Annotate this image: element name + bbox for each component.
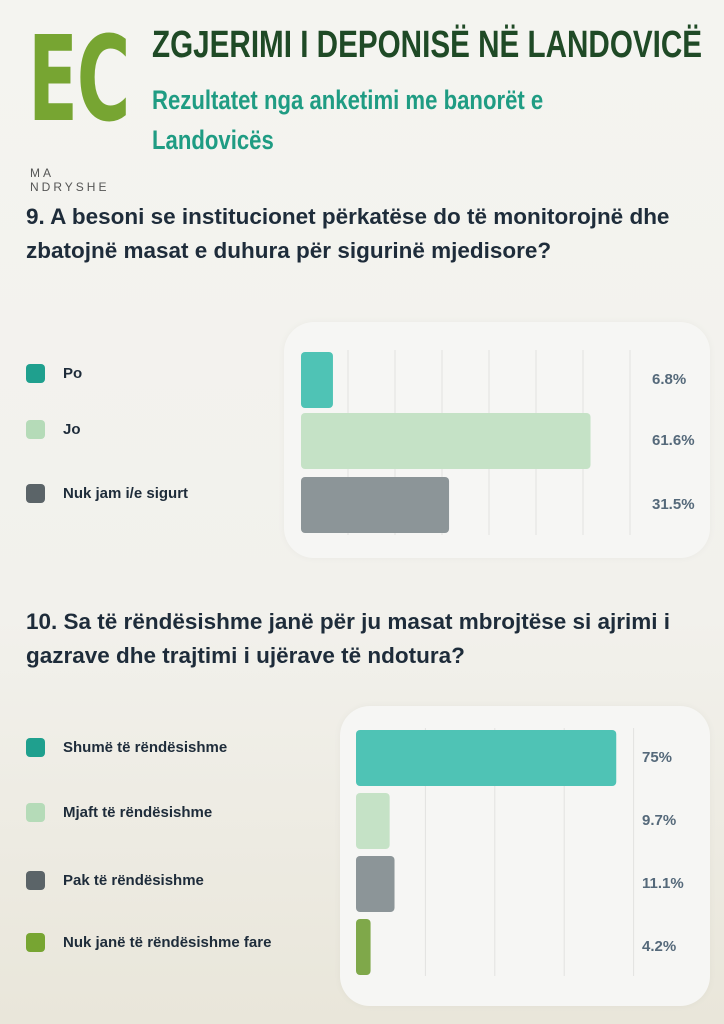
legend-label: Nuk jam i/e sigurt xyxy=(63,485,189,502)
logo: EC MA NDRYSHE xyxy=(28,10,138,194)
data-label: 6.8% xyxy=(652,371,687,388)
data-label: 9.7% xyxy=(642,812,677,829)
legend-item: Shumë të rëndësishme xyxy=(26,738,227,757)
bar-3 xyxy=(356,919,371,975)
legend-swatch xyxy=(26,803,45,822)
data-label: 31.5% xyxy=(652,496,695,513)
legend-swatch xyxy=(26,364,45,383)
bar-0 xyxy=(301,352,333,408)
legend-item: Pak të rëndësishme xyxy=(26,871,204,890)
legend-swatch xyxy=(26,484,45,503)
logo-tagline: MA NDRYSHE xyxy=(30,166,110,194)
question-10: 10. Sa të rëndësishme janë për ju masat … xyxy=(26,609,671,668)
legend-item: Nuk jam i/e sigurt xyxy=(26,484,188,503)
page-title: ZGJERIMI I DEPONISË NË LANDOVICË xyxy=(152,24,703,66)
legend-item: Po xyxy=(26,364,82,383)
legend-swatch xyxy=(26,871,45,890)
legend-label: Mjaft të rëndësishme xyxy=(63,804,213,821)
legend-item: Mjaft të rëndësishme xyxy=(26,803,212,822)
legend-label: Shumë të rëndësishme xyxy=(63,739,228,756)
data-label: 75% xyxy=(642,749,673,766)
bar-0 xyxy=(356,730,617,786)
legend-label: Jo xyxy=(63,421,81,438)
bar-1 xyxy=(301,413,591,469)
bar-2 xyxy=(301,477,450,533)
legend-label: Pak të rëndësishme xyxy=(63,872,204,889)
data-label: 4.2% xyxy=(642,938,677,955)
logo-letters: EC xyxy=(28,10,130,148)
legend-swatch xyxy=(26,738,45,757)
bar-2 xyxy=(356,856,395,912)
bar-1 xyxy=(356,793,390,849)
page-subtitle: Rezultatet nga anketimi me banorët e Lan… xyxy=(152,85,544,155)
legend-item: Nuk janë të rëndësishme fare xyxy=(26,933,271,952)
legend-label: Nuk janë të rëndësishme fare xyxy=(63,934,272,951)
legend-label: Po xyxy=(63,365,83,382)
data-label: 11.1% xyxy=(642,875,684,892)
legend-swatch xyxy=(26,933,45,952)
legend-swatch xyxy=(26,420,45,439)
data-label: 61.6% xyxy=(652,432,695,449)
question-9: 9. A besoni se institucionet përkatëse d… xyxy=(26,204,670,263)
legend-item: Jo xyxy=(26,420,81,439)
